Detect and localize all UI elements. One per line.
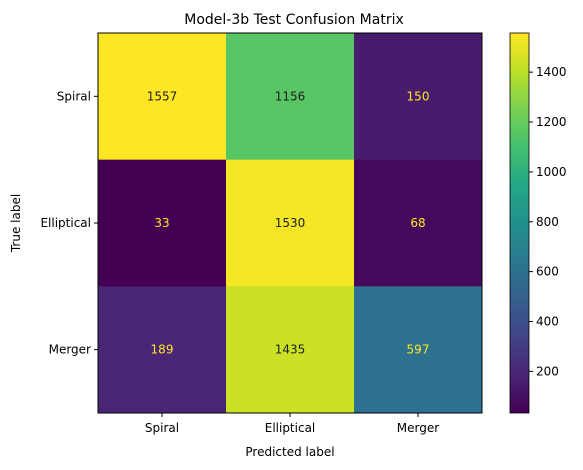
cell-value-label: 1530 [275, 216, 306, 230]
matrix-cell [98, 33, 227, 161]
colorbar-tick-label: 1000 [536, 165, 567, 179]
cell-value-label: 1557 [147, 89, 178, 103]
y-axis-ticks: Spiral Elliptical Merger [40, 89, 98, 357]
colorbar-tick-label: 400 [536, 314, 559, 328]
colorbar-tick-label: 1400 [536, 65, 567, 79]
cell-value-label: 68 [410, 216, 425, 230]
matrix-cell [354, 286, 483, 414]
y-axis-label: True label [9, 194, 23, 253]
x-tick-label: Elliptical [265, 421, 316, 435]
matrix-cells: 1557 1156 150 33 1530 68 189 1435 597 [98, 33, 483, 414]
cell-value-label: 597 [407, 343, 430, 357]
colorbar-tick-label: 600 [536, 265, 559, 279]
matrix-cell [354, 159, 483, 287]
matrix-cell [354, 33, 483, 161]
colorbar-tick-label: 800 [536, 215, 559, 229]
matrix-cell [98, 286, 227, 414]
colorbar [509, 32, 530, 414]
y-tick-label: Elliptical [40, 216, 91, 230]
cell-value-label: 33 [154, 216, 169, 230]
y-tick-label: Spiral [57, 89, 91, 103]
matrix-cell [226, 159, 355, 287]
x-tick-label: Merger [397, 421, 439, 435]
cell-value-label: 1435 [275, 343, 306, 357]
chart-title: Model-3b Test Confusion Matrix [184, 12, 404, 28]
colorbar-tick-label: 200 [536, 364, 559, 378]
x-axis-ticks: Spiral Elliptical Merger [145, 413, 439, 435]
cell-value-label: 189 [151, 343, 174, 357]
colorbar-tick-label: 1200 [536, 115, 567, 129]
matrix-cell [226, 33, 355, 161]
colorbar-ticks: 200 400 600 800 1000 1200 1400 [529, 65, 567, 378]
x-tick-label: Spiral [145, 421, 179, 435]
matrix-cell [226, 286, 355, 414]
matrix-cell [98, 159, 227, 287]
y-tick-label: Merger [49, 343, 91, 357]
cell-value-label: 150 [407, 89, 430, 103]
cell-value-label: 1156 [275, 89, 306, 103]
x-axis-label: Predicted label [245, 445, 334, 459]
